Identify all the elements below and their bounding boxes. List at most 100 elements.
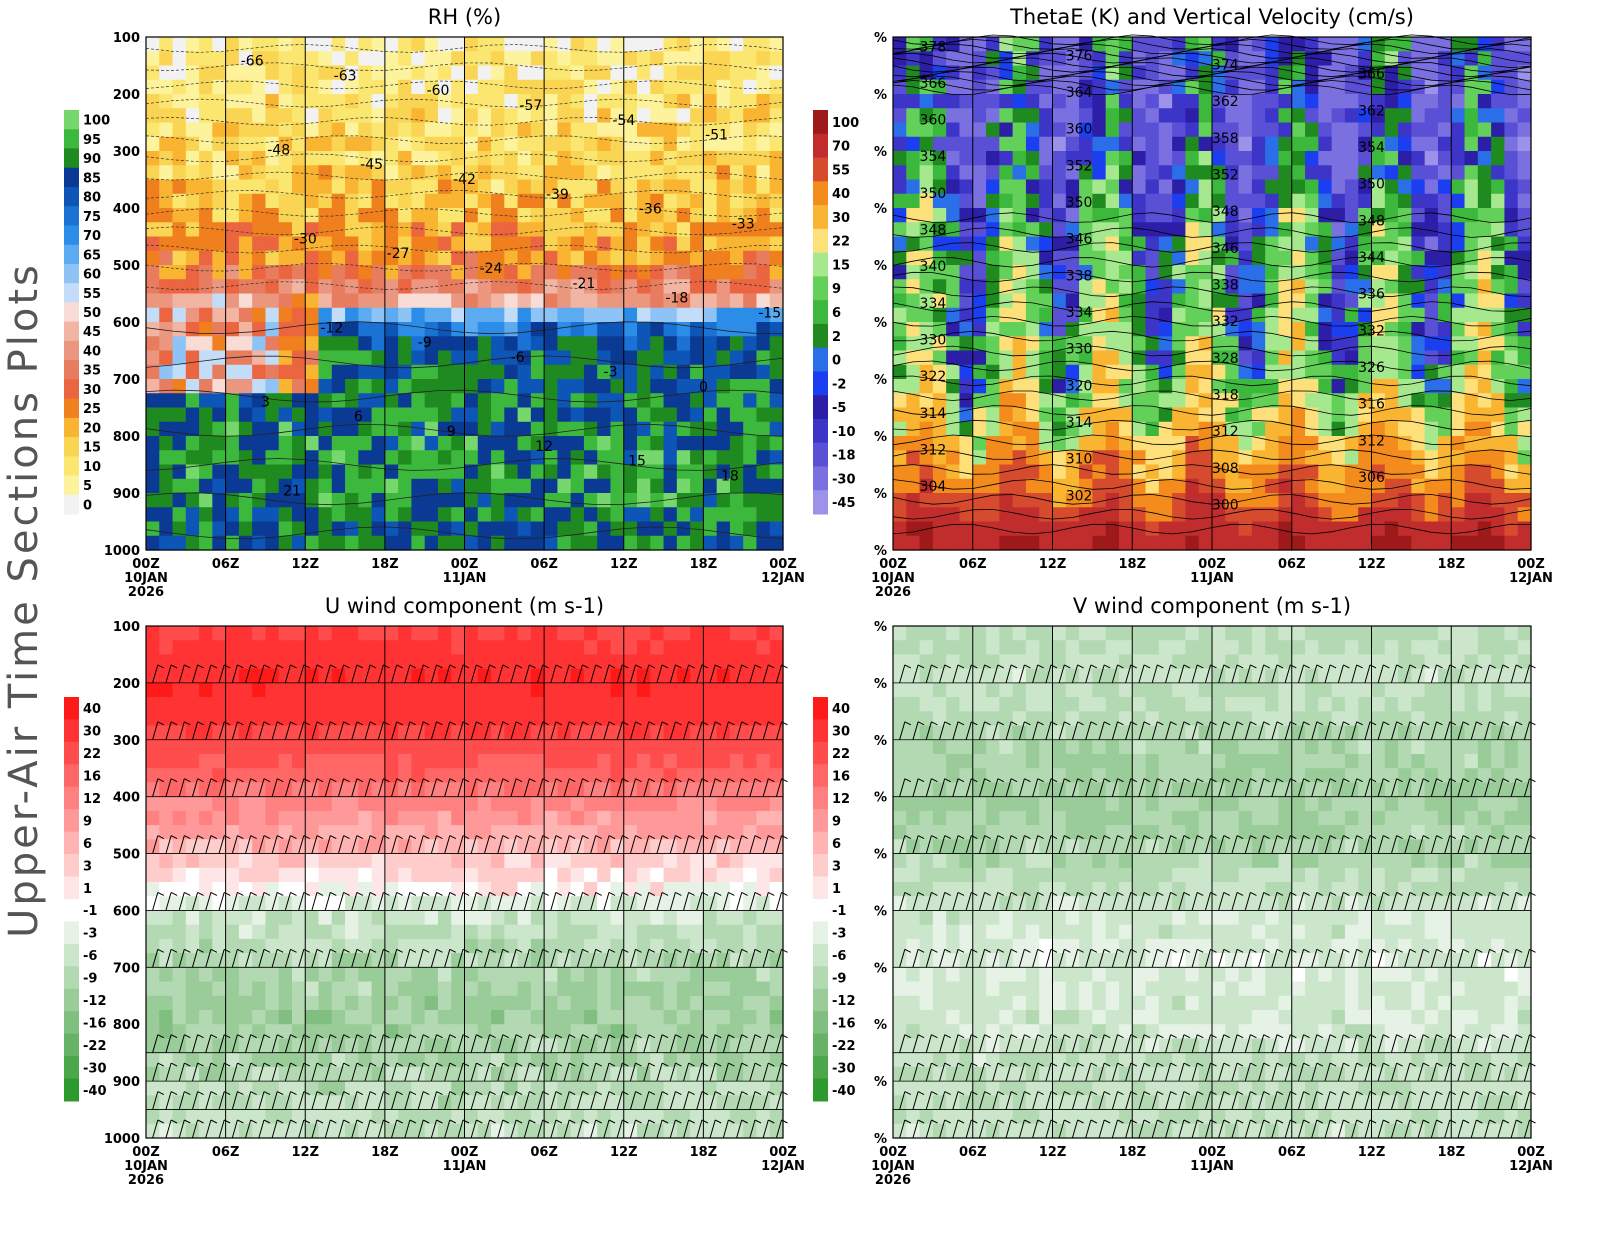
rh-cell bbox=[212, 208, 226, 223]
rh-cell bbox=[226, 80, 240, 95]
u-cell bbox=[531, 925, 545, 940]
rh-cell bbox=[451, 151, 465, 166]
u-cell bbox=[146, 996, 160, 1011]
rh-cell bbox=[438, 108, 452, 123]
rh-cell bbox=[557, 251, 571, 266]
u-cell bbox=[398, 925, 412, 940]
thetae-cell bbox=[1225, 151, 1239, 166]
thetae-label: 348 bbox=[1212, 204, 1239, 220]
thetae-cell bbox=[1318, 450, 1332, 465]
rh-cell bbox=[637, 436, 651, 451]
thetae-cell bbox=[1039, 123, 1053, 138]
rh-cell bbox=[332, 237, 346, 252]
thetae-cell bbox=[1438, 80, 1452, 95]
rh-cell bbox=[770, 180, 784, 195]
thetae-cell bbox=[946, 522, 960, 537]
u-cell bbox=[345, 925, 359, 940]
rh-cell bbox=[173, 379, 187, 394]
thetae-cell bbox=[986, 165, 1000, 180]
thetae-cell bbox=[1504, 522, 1518, 537]
thetae-cell bbox=[1159, 165, 1173, 180]
rh-cell bbox=[597, 479, 611, 494]
thetae-cell bbox=[1478, 351, 1492, 366]
thetae-cell bbox=[1491, 393, 1505, 408]
thetae-cell bbox=[1053, 522, 1067, 537]
thetae-cell bbox=[1345, 208, 1359, 223]
thetae-cell bbox=[1425, 351, 1439, 366]
rh-cell bbox=[226, 237, 240, 252]
u-cell bbox=[465, 910, 479, 925]
u-cell bbox=[226, 967, 240, 982]
rh-cell bbox=[411, 351, 425, 366]
rh-cell bbox=[451, 408, 465, 423]
u-cell bbox=[186, 683, 200, 698]
rh-cell bbox=[173, 123, 187, 138]
rh-cell bbox=[465, 151, 479, 166]
thetae-cell bbox=[1265, 151, 1279, 166]
thetae-cell bbox=[1451, 408, 1465, 423]
thetae-cell bbox=[1013, 294, 1027, 309]
rh-cell bbox=[518, 208, 532, 223]
rh-cell bbox=[637, 365, 651, 380]
u-cell bbox=[451, 925, 465, 940]
rh-cell bbox=[650, 180, 664, 195]
rh-cell bbox=[544, 151, 558, 166]
rh-cell bbox=[319, 194, 333, 209]
rh-cell bbox=[571, 408, 585, 423]
rh-cell bbox=[531, 51, 545, 66]
rh-cell bbox=[584, 180, 598, 195]
rh-cell bbox=[372, 123, 386, 138]
u-cell bbox=[239, 697, 253, 712]
u-cell bbox=[212, 797, 226, 812]
rh-cell bbox=[265, 294, 279, 309]
rh-cell bbox=[398, 507, 412, 522]
rh-cell bbox=[465, 336, 479, 351]
thetae-cell bbox=[1411, 479, 1425, 494]
rh-cell bbox=[637, 80, 651, 95]
rh-cell bbox=[770, 522, 784, 537]
u-cell bbox=[557, 967, 571, 982]
thetae-cell bbox=[1265, 194, 1279, 209]
thetae-cell bbox=[893, 237, 907, 252]
rh-cell bbox=[199, 493, 213, 508]
u-cell bbox=[610, 697, 624, 712]
rh-cell bbox=[624, 436, 638, 451]
u-cell bbox=[319, 910, 333, 925]
thetae-cell bbox=[1292, 279, 1306, 294]
u-cell bbox=[146, 683, 160, 698]
rh-cell bbox=[319, 479, 333, 494]
rh-cell bbox=[624, 336, 638, 351]
thetae-cell bbox=[1278, 522, 1292, 537]
thetae-cell bbox=[1451, 365, 1465, 380]
thetae-cell bbox=[1345, 194, 1359, 209]
u-cell bbox=[717, 925, 731, 940]
rh-cell bbox=[624, 507, 638, 522]
rh-cell bbox=[451, 294, 465, 309]
u-cell bbox=[730, 626, 744, 641]
thetae-cell bbox=[1119, 123, 1133, 138]
rh-cell bbox=[478, 493, 492, 508]
rh-cell bbox=[650, 450, 664, 465]
rh-cell bbox=[146, 436, 160, 451]
colorbar-label: 10 bbox=[83, 460, 101, 475]
thetae-cell bbox=[1079, 137, 1093, 152]
thetae-cell bbox=[1106, 308, 1120, 323]
u-cell bbox=[491, 868, 505, 883]
rh-cell bbox=[770, 465, 784, 480]
x-tick-label: 00Z bbox=[451, 557, 479, 572]
rh-cell bbox=[358, 379, 372, 394]
u-cell bbox=[292, 683, 306, 698]
rh-cell bbox=[637, 222, 651, 237]
rh-cell bbox=[557, 479, 571, 494]
rh-cell bbox=[504, 265, 518, 280]
rh-cell bbox=[265, 66, 279, 81]
u-cell bbox=[478, 683, 492, 698]
thetae-cell bbox=[1305, 66, 1319, 81]
thetae-cell bbox=[1119, 265, 1133, 280]
rh-cell bbox=[770, 222, 784, 237]
u-cell bbox=[159, 910, 173, 925]
thetae-cell bbox=[1119, 365, 1133, 380]
thetae-cell bbox=[1146, 408, 1160, 423]
rh-cell bbox=[531, 137, 545, 152]
rh-cell bbox=[319, 336, 333, 351]
